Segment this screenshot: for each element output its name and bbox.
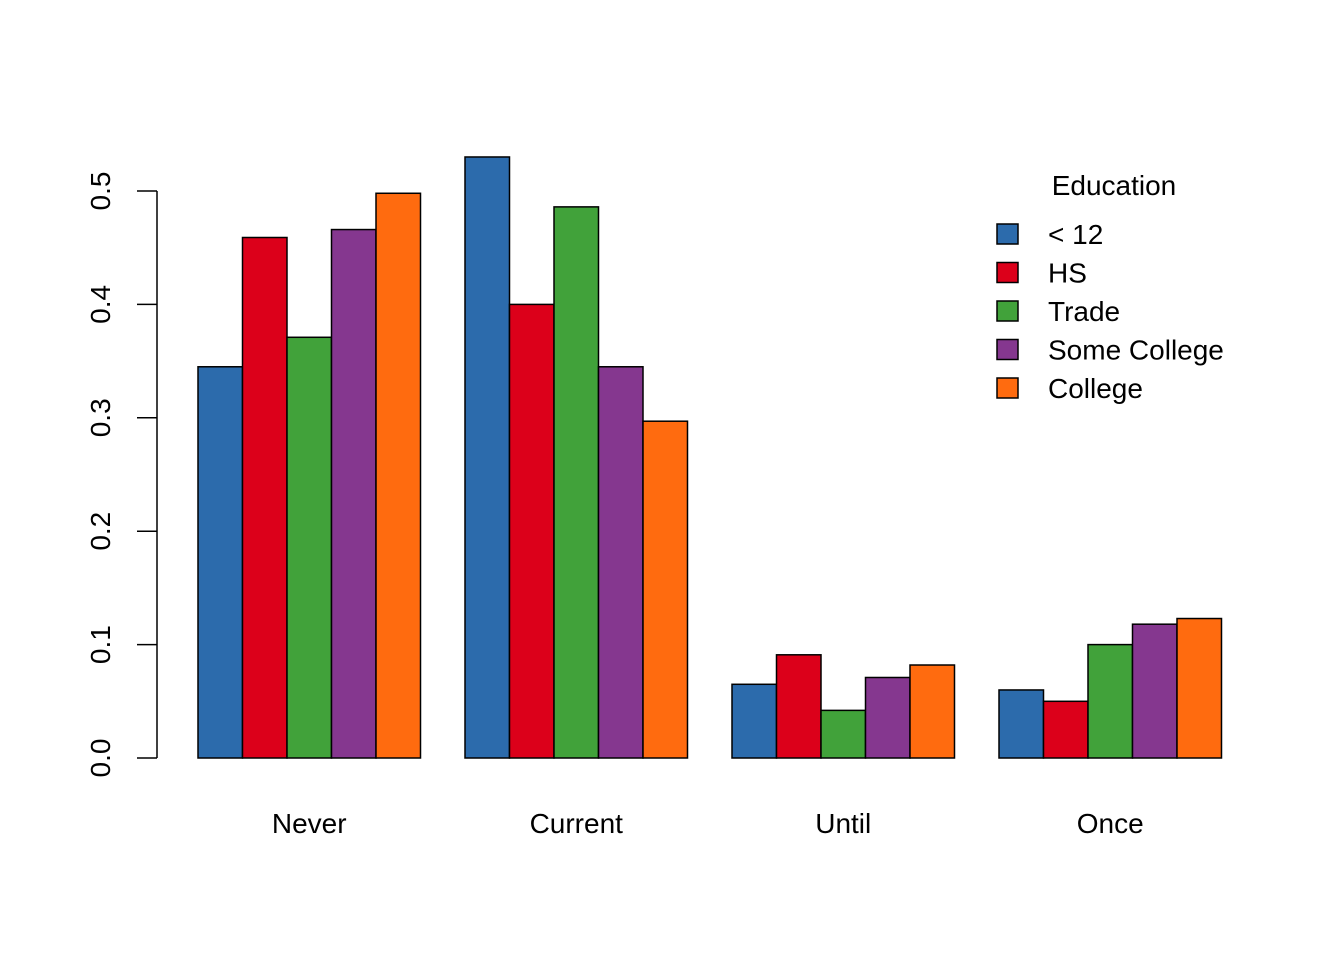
bar — [597, 366, 644, 759]
x-tick-label: Once — [1077, 808, 1144, 839]
bar — [508, 303, 555, 759]
legend-label: < 12 — [1048, 219, 1103, 250]
legend-label: Trade — [1048, 296, 1120, 327]
bar — [375, 192, 422, 759]
bar — [553, 206, 600, 759]
bar — [330, 228, 377, 759]
bar — [286, 336, 333, 759]
bar — [642, 420, 689, 759]
bar — [1087, 643, 1134, 759]
bar — [731, 683, 778, 759]
legend-label: HS — [1048, 258, 1087, 289]
legend-label: Some College — [1048, 335, 1224, 366]
y-tick-label: 0.3 — [85, 398, 116, 437]
legend-swatch — [996, 377, 1019, 399]
legend-swatch — [996, 261, 1019, 284]
bar — [464, 156, 511, 759]
legend: Education < 12 HS Trade Some College College — [996, 170, 1224, 404]
bar — [1176, 617, 1223, 759]
bar — [998, 689, 1045, 759]
x-axis-labels: Never Current Until Once — [272, 808, 1144, 839]
bar — [820, 709, 867, 759]
bar — [197, 366, 244, 759]
bar — [775, 654, 822, 759]
y-tick-label: 0.4 — [85, 285, 116, 324]
bar — [1131, 623, 1178, 759]
y-axis: 0.0 0.1 0.2 0.3 0.4 0.5 — [85, 172, 158, 778]
x-tick-label: Until — [815, 808, 871, 839]
x-tick-label: Current — [530, 808, 624, 839]
y-tick-label: 0.2 — [85, 512, 116, 551]
legend-title: Education — [1052, 170, 1177, 201]
x-tick-label: Never — [272, 808, 347, 839]
legend-swatch — [996, 338, 1019, 361]
legend-label: College — [1048, 373, 1143, 404]
bars — [197, 156, 1223, 759]
bar — [864, 676, 911, 759]
bar — [909, 664, 956, 759]
y-tick-label: 0.5 — [85, 172, 116, 211]
y-tick-label: 0.1 — [85, 625, 116, 664]
legend-swatch — [996, 223, 1019, 245]
bar — [241, 236, 288, 759]
legend-swatch — [996, 300, 1019, 322]
bar — [1042, 700, 1089, 759]
y-tick-label: 0.0 — [85, 739, 116, 778]
